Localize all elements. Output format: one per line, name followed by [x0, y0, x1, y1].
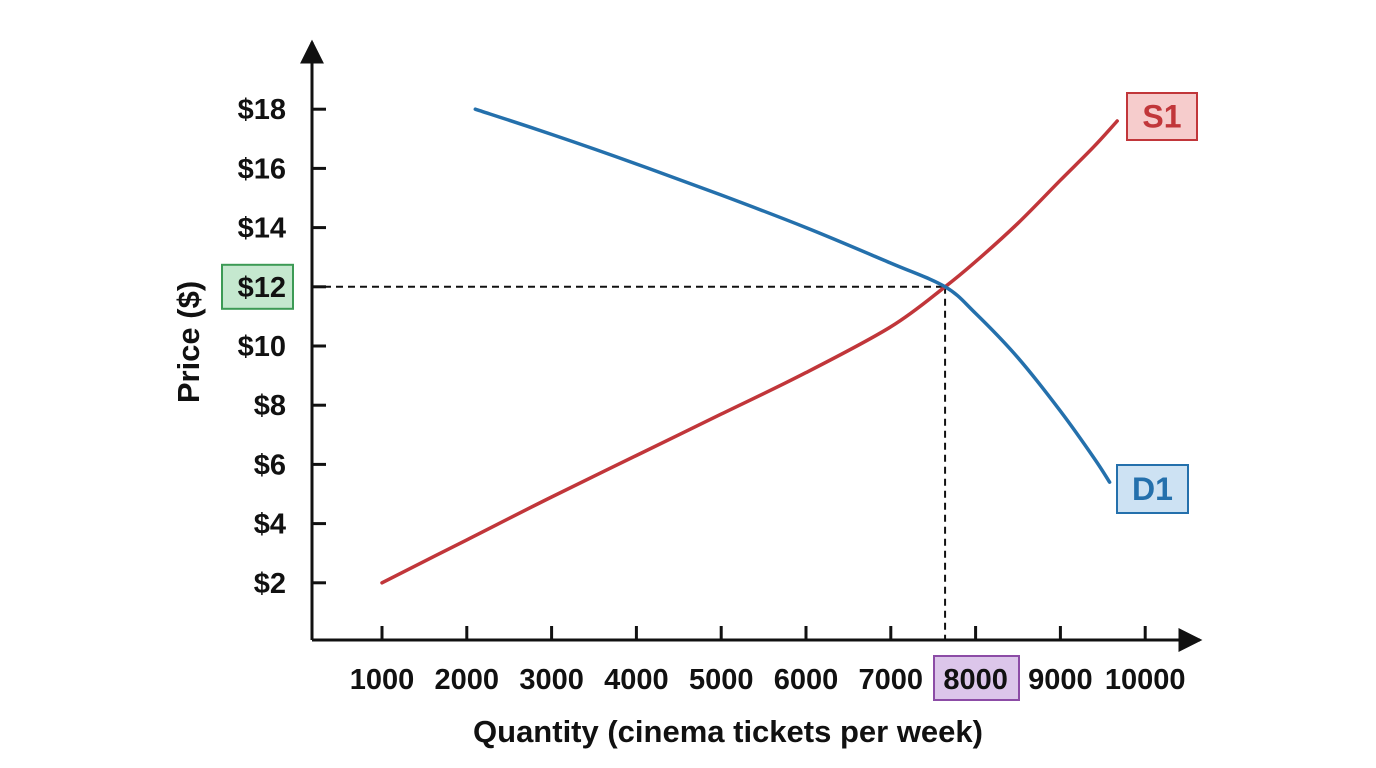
x-tick-label: 9000 — [1028, 664, 1093, 696]
equilibrium-quantity-highlight — [933, 655, 1020, 701]
ticks: $2 $4 $6 $8 $10 $12 $14 $16 $18 1000 2000 3000 4000 5… — [221, 94, 1186, 701]
x-tick-label: 1000 — [350, 664, 415, 696]
s1-curve — [380, 119, 1119, 585]
y-tick-label: $18 — [238, 94, 286, 126]
x-tick-label: 3000 — [519, 664, 584, 696]
x-tick-label: 5000 — [689, 664, 754, 696]
x-tick-label: 10000 — [1105, 664, 1186, 696]
y-tick-label: $16 — [238, 153, 286, 185]
axes — [300, 39, 1203, 652]
y-tick-label: $14 — [238, 213, 286, 245]
s1-label-box — [1126, 92, 1198, 141]
d1-curve — [473, 107, 1112, 484]
d1-label: D1 — [1132, 471, 1173, 507]
y-tick-label: $6 — [254, 449, 286, 481]
y-tick-label: $10 — [238, 331, 286, 363]
y-tick-label: $4 — [254, 509, 286, 541]
d1-label-box — [1116, 464, 1189, 514]
series-layer — [380, 107, 1119, 585]
x-tick-label: 6000 — [774, 664, 839, 696]
x-tick-label: 7000 — [859, 664, 924, 696]
y-tick-label: $2 — [254, 568, 286, 600]
x-axis-title: Quantity (cinema tickets per week) — [473, 714, 983, 749]
y-axis-title: Price ($) — [171, 281, 206, 403]
y-tick-label: $8 — [254, 390, 286, 422]
equilibrium-price-highlight — [221, 263, 294, 310]
x-tick-label: 2000 — [435, 664, 500, 696]
equilibrium-guides — [312, 285, 947, 640]
x-tick-label: 8000 — [943, 664, 1008, 696]
s1-label: S1 — [1142, 99, 1181, 135]
y-tick-label: $12 — [238, 272, 286, 304]
x-tick-label: 4000 — [604, 664, 669, 696]
label-layer: Quantity (cinema tickets per week) Price … — [171, 92, 1198, 749]
